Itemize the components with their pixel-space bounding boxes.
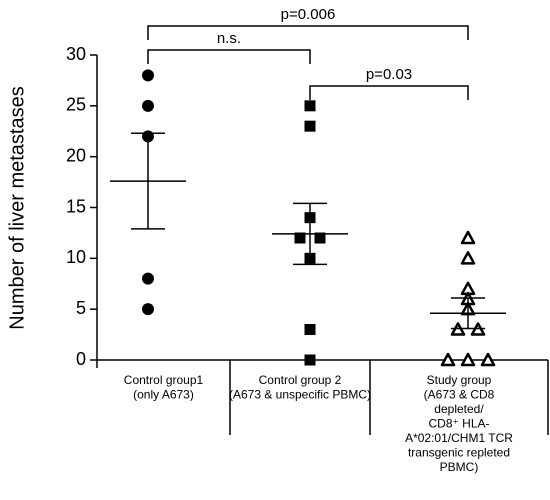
y-tick-label: 10 xyxy=(66,247,86,267)
significance-bracket xyxy=(309,85,469,100)
x-tick-label: transgenic repleted xyxy=(408,446,510,460)
data-point xyxy=(440,352,456,367)
data-point xyxy=(142,303,154,316)
x-tick-label: depleted/ xyxy=(434,402,484,416)
significance-label: n.s. xyxy=(217,30,241,47)
y-tick-label: 30 xyxy=(66,44,86,64)
data-point xyxy=(142,272,154,285)
x-tick-label: Study group xyxy=(427,373,492,387)
significance-label: p=0.006 xyxy=(281,6,336,23)
data-point xyxy=(304,120,316,132)
y-axis-label: Number of liver metastases xyxy=(6,86,28,329)
y-tick-label: 5 xyxy=(76,298,86,318)
y-tick-label: 15 xyxy=(66,196,86,216)
data-point xyxy=(460,352,476,367)
y-tick-label: 20 xyxy=(66,145,86,165)
significance-bracket xyxy=(147,25,469,40)
data-point xyxy=(314,232,326,244)
y-tick-label: 25 xyxy=(66,95,86,115)
data-point xyxy=(294,232,306,244)
significance-bracket xyxy=(147,49,311,64)
y-tick-label: 0 xyxy=(76,349,86,369)
x-tick-label: Control group 2 xyxy=(259,373,342,387)
x-tick-label: (only A673) xyxy=(133,388,194,402)
data-point xyxy=(304,324,316,335)
x-tick-label: (A673 & unspecific PBMC) xyxy=(229,388,371,402)
x-tick-label: PBMC) xyxy=(440,460,479,474)
significance-label: p=0.03 xyxy=(366,66,412,83)
x-tick-label: CD8⁺ HLA- xyxy=(428,417,489,431)
x-tick-label: A*02:01/CHM1 TCR xyxy=(405,431,513,445)
data-point xyxy=(480,352,496,367)
data-point xyxy=(460,251,476,265)
data-point xyxy=(142,69,154,82)
data-point xyxy=(304,354,316,366)
data-point xyxy=(460,230,476,245)
x-tick-label: Control group1 xyxy=(124,373,204,387)
x-tick-label: (A673 & CD8 xyxy=(424,388,495,402)
data-point xyxy=(142,99,154,112)
data-point xyxy=(304,100,316,112)
